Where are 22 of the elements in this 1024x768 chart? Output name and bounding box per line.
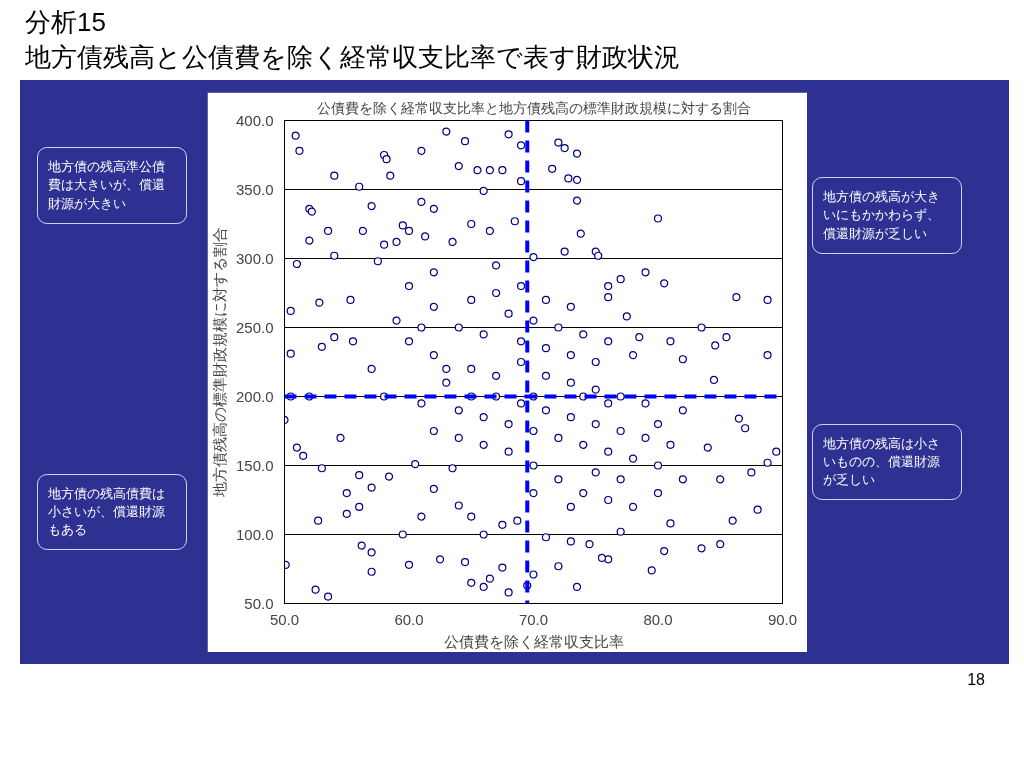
text: 地方債の残高債費は小さいが、償還財源もある	[48, 484, 166, 540]
x-axis-title: 公債費を除く経常収支比率	[443, 632, 624, 650]
chart-subtitle: 公債費を除く経常収支比率と地方債残高の標準財政規模に対する割合	[316, 99, 751, 116]
y-tick-label: 50.0	[244, 594, 274, 612]
x-tick-label: 80.0	[643, 610, 673, 628]
x-tick-label: 60.0	[394, 610, 424, 628]
y-tick-label: 150.0	[235, 456, 274, 474]
y-tick-label: 350.0	[235, 180, 274, 198]
x-tick-label: 50.0	[269, 610, 300, 628]
chart-title: 分析15 地方債残高と公債費を除く経常収支比率で表す財政状況	[25, 6, 680, 75]
text: 18	[967, 670, 985, 691]
y-axis-title: 地方債残高の標準財政規模に対する割合	[210, 227, 228, 499]
x-tick-label: 70.0	[518, 610, 549, 628]
text: 地方債の残高準公債費は大きいが、償還財源が大きい	[48, 158, 166, 213]
text: 地方債の残高が大きいにもかかわらず、償還財源が乏しい	[823, 188, 941, 243]
x-tick-label: 90.0	[767, 610, 798, 628]
y-tick-label: 400.0	[235, 111, 274, 129]
y-tick-label: 100.0	[235, 525, 274, 543]
y-tick-label: 250.0	[235, 318, 274, 336]
y-tick-label: 200.0	[235, 387, 274, 405]
y-tick-label: 300.0	[235, 249, 274, 267]
text: 地方債の残高は小さいものの、償還財源が乏しい	[823, 434, 941, 490]
